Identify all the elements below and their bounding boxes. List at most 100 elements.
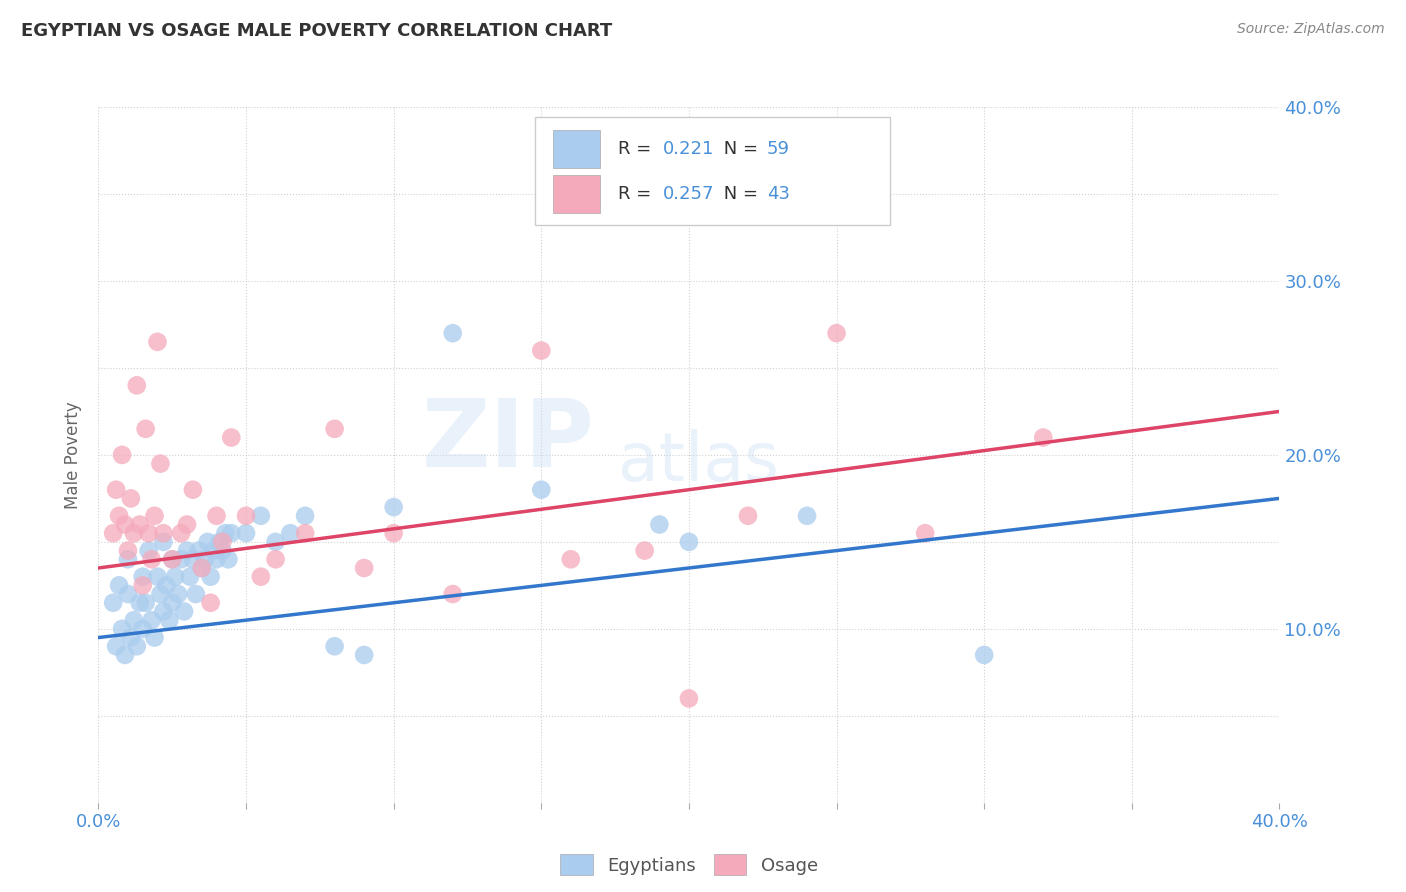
Point bbox=[441, 587, 464, 601]
Point bbox=[678, 691, 700, 706]
Point bbox=[138, 526, 160, 541]
Point bbox=[111, 448, 134, 462]
Point bbox=[211, 543, 233, 558]
Point bbox=[294, 508, 316, 523]
Text: R =: R = bbox=[619, 140, 657, 158]
Point bbox=[146, 570, 169, 584]
Point bbox=[382, 500, 405, 514]
Bar bbox=[553, 129, 600, 168]
Point bbox=[128, 596, 150, 610]
Text: Source: ZipAtlas.com: Source: ZipAtlas.com bbox=[1237, 22, 1385, 37]
Text: EGYPTIAN VS OSAGE MALE POVERTY CORRELATION CHART: EGYPTIAN VS OSAGE MALE POVERTY CORRELATI… bbox=[21, 22, 613, 40]
Point bbox=[162, 596, 183, 610]
Point bbox=[184, 587, 207, 601]
Point bbox=[103, 526, 125, 541]
Point bbox=[191, 561, 214, 575]
Point bbox=[114, 517, 136, 532]
Point bbox=[441, 326, 464, 340]
Point bbox=[176, 517, 198, 532]
Point bbox=[633, 543, 655, 558]
Point bbox=[235, 508, 257, 523]
Point bbox=[122, 613, 145, 627]
Point bbox=[1032, 431, 1054, 445]
Point bbox=[264, 534, 287, 549]
Point bbox=[382, 526, 405, 541]
Point bbox=[202, 543, 225, 558]
Point bbox=[125, 639, 148, 653]
Point bbox=[173, 605, 195, 619]
Text: N =: N = bbox=[718, 140, 765, 158]
Point bbox=[105, 639, 128, 653]
Point bbox=[264, 552, 287, 566]
FancyBboxPatch shape bbox=[536, 118, 890, 226]
Text: 43: 43 bbox=[766, 185, 790, 203]
Point bbox=[128, 517, 150, 532]
Point bbox=[170, 526, 193, 541]
Point bbox=[117, 543, 139, 558]
Point bbox=[103, 596, 125, 610]
Point bbox=[219, 431, 242, 445]
Point bbox=[141, 552, 163, 566]
Point bbox=[152, 526, 174, 541]
Legend: Egyptians, Osage: Egyptians, Osage bbox=[551, 846, 827, 884]
Text: R =: R = bbox=[619, 185, 657, 203]
Point bbox=[108, 508, 131, 523]
Point bbox=[132, 578, 155, 592]
Point bbox=[165, 570, 187, 584]
Point bbox=[105, 483, 128, 497]
Point bbox=[796, 508, 818, 523]
Point bbox=[353, 561, 375, 575]
Text: 0.221: 0.221 bbox=[664, 140, 714, 158]
Point bbox=[170, 552, 193, 566]
Point bbox=[530, 483, 553, 497]
Point bbox=[825, 326, 848, 340]
Point bbox=[219, 526, 242, 541]
Point bbox=[194, 552, 217, 566]
Point bbox=[217, 552, 239, 566]
Point bbox=[530, 343, 553, 358]
Y-axis label: Male Poverty: Male Poverty bbox=[65, 401, 83, 508]
Point bbox=[323, 639, 346, 653]
Point bbox=[208, 534, 231, 549]
Point bbox=[176, 543, 198, 558]
Point bbox=[200, 596, 222, 610]
Point bbox=[278, 526, 302, 541]
Point bbox=[132, 570, 155, 584]
Point bbox=[205, 552, 228, 566]
Point bbox=[235, 526, 257, 541]
Point bbox=[157, 613, 180, 627]
Point bbox=[200, 570, 222, 584]
Point bbox=[973, 648, 995, 662]
Point bbox=[132, 622, 155, 636]
Point bbox=[678, 534, 700, 549]
Point bbox=[211, 534, 233, 549]
Point bbox=[108, 578, 131, 592]
Point bbox=[197, 534, 219, 549]
Point bbox=[146, 334, 169, 349]
Point bbox=[120, 491, 142, 506]
Text: 59: 59 bbox=[766, 140, 790, 158]
Point bbox=[152, 605, 174, 619]
Point bbox=[135, 422, 157, 436]
Point bbox=[143, 508, 166, 523]
Point bbox=[138, 543, 160, 558]
Point bbox=[135, 596, 157, 610]
Point bbox=[117, 552, 139, 566]
Point bbox=[250, 570, 273, 584]
Point bbox=[162, 552, 183, 566]
Point bbox=[181, 483, 204, 497]
Text: atlas: atlas bbox=[619, 429, 779, 495]
Point bbox=[353, 648, 375, 662]
Point bbox=[294, 526, 316, 541]
Point bbox=[914, 526, 936, 541]
Point bbox=[162, 552, 183, 566]
Point bbox=[125, 378, 148, 392]
Text: ZIP: ZIP bbox=[422, 395, 595, 487]
Point bbox=[648, 517, 671, 532]
Text: 0.257: 0.257 bbox=[664, 185, 714, 203]
Text: N =: N = bbox=[718, 185, 765, 203]
Point bbox=[205, 508, 228, 523]
Point bbox=[114, 648, 136, 662]
Point bbox=[111, 622, 134, 636]
Point bbox=[149, 457, 172, 471]
